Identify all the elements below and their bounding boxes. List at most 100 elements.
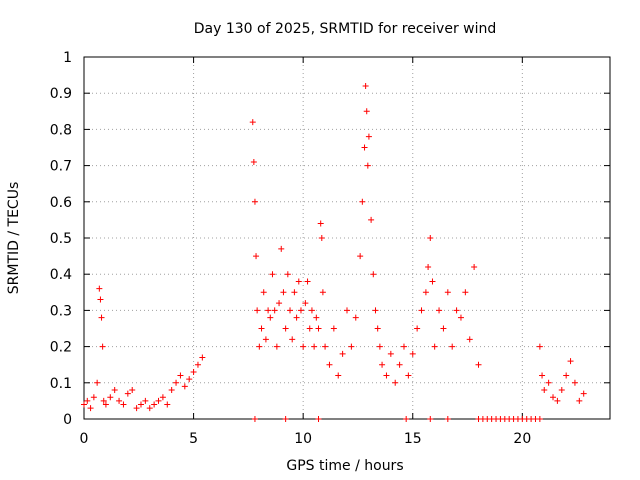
data-point <box>269 271 276 278</box>
data-point <box>363 108 370 115</box>
data-point <box>164 401 171 408</box>
data-point <box>181 383 188 390</box>
x-tick-label: 20 <box>513 431 531 447</box>
data-point <box>84 397 91 404</box>
data-point <box>318 235 325 241</box>
data-point <box>304 278 311 285</box>
chart-title: Day 130 of 2025, SRMTID for receiver win… <box>194 21 497 37</box>
data-point <box>427 416 434 422</box>
data-point <box>364 162 371 169</box>
data-point <box>376 343 383 350</box>
data-point <box>256 343 263 350</box>
data-point <box>151 401 158 408</box>
data-point <box>409 350 416 357</box>
data-point <box>576 397 583 404</box>
data-point <box>146 405 153 412</box>
data-point <box>278 245 285 252</box>
data-point <box>383 372 390 379</box>
data-point <box>124 390 131 397</box>
data-point <box>137 401 144 408</box>
data-point <box>302 300 309 307</box>
data-point <box>168 387 175 394</box>
data-point <box>567 358 574 365</box>
data-point <box>379 361 386 368</box>
data-point <box>90 394 97 401</box>
y-tick-label: 0 <box>63 412 72 428</box>
y-tick-label: 0.5 <box>50 231 72 247</box>
data-point <box>199 354 206 361</box>
data-point <box>344 307 350 314</box>
data-point <box>311 343 318 350</box>
data-point <box>107 394 114 401</box>
data-point <box>98 314 105 321</box>
data-point <box>258 325 265 332</box>
x-tick-label: 10 <box>294 431 312 447</box>
data-point <box>289 336 296 343</box>
data-point <box>142 397 149 404</box>
y-tick-label: 0.8 <box>50 122 72 138</box>
x-tick-label: 5 <box>189 431 198 447</box>
data-point <box>414 325 421 332</box>
data-point <box>392 379 399 386</box>
data-point <box>387 350 394 357</box>
data-point <box>539 372 546 379</box>
y-tick-label: 0.2 <box>50 340 72 356</box>
y-tick-label: 0.1 <box>50 376 72 392</box>
data-point <box>558 387 565 394</box>
data-point <box>293 314 300 321</box>
y-tick-label: 0.9 <box>50 86 72 102</box>
data-point <box>265 307 272 314</box>
data-point <box>253 253 260 260</box>
x-tick-label: 0 <box>80 431 89 447</box>
data-point <box>111 387 118 394</box>
data-point <box>431 343 438 350</box>
data-point <box>129 387 136 394</box>
data-point <box>260 289 267 296</box>
data-point <box>81 401 87 408</box>
data-point <box>550 394 557 401</box>
data-point <box>190 368 197 375</box>
data-point <box>267 314 274 321</box>
data-point <box>444 416 451 422</box>
data-point <box>96 285 103 292</box>
data-point <box>280 289 287 296</box>
data-point <box>348 343 355 350</box>
data-point <box>436 307 443 314</box>
data-point <box>326 361 333 368</box>
data-point <box>315 416 322 422</box>
data-point <box>453 307 460 314</box>
data-point <box>159 394 166 401</box>
data-point <box>554 397 561 404</box>
y-tick-label: 0.3 <box>50 303 72 319</box>
grid <box>84 57 610 419</box>
data-point <box>368 216 375 223</box>
axis-ticks: 00.10.20.30.40.50.60.70.80.910 5 10 15 20 <box>50 50 610 447</box>
data-point <box>422 289 429 296</box>
data-point <box>291 289 298 296</box>
data-point <box>374 325 381 332</box>
data-point <box>102 401 109 408</box>
data-point <box>425 263 432 270</box>
data-point <box>173 379 180 386</box>
data-point <box>322 343 329 350</box>
data-point <box>362 82 369 89</box>
data-point <box>475 361 482 368</box>
data-point <box>177 372 184 379</box>
data-point <box>536 343 543 350</box>
data-point <box>251 416 258 422</box>
data-point <box>300 343 307 350</box>
x-tick-label: 15 <box>404 431 422 447</box>
data-point <box>440 325 447 332</box>
y-axis-label: SRMTID / TECUs <box>6 182 22 295</box>
data-point <box>466 336 473 343</box>
data-point <box>313 314 320 321</box>
data-point <box>262 336 269 343</box>
data-point <box>541 387 548 394</box>
data-point <box>94 379 101 386</box>
data-point <box>444 289 451 296</box>
data-point <box>330 325 337 332</box>
data-point <box>571 379 578 386</box>
data-point <box>273 343 280 350</box>
data-point <box>405 372 412 379</box>
